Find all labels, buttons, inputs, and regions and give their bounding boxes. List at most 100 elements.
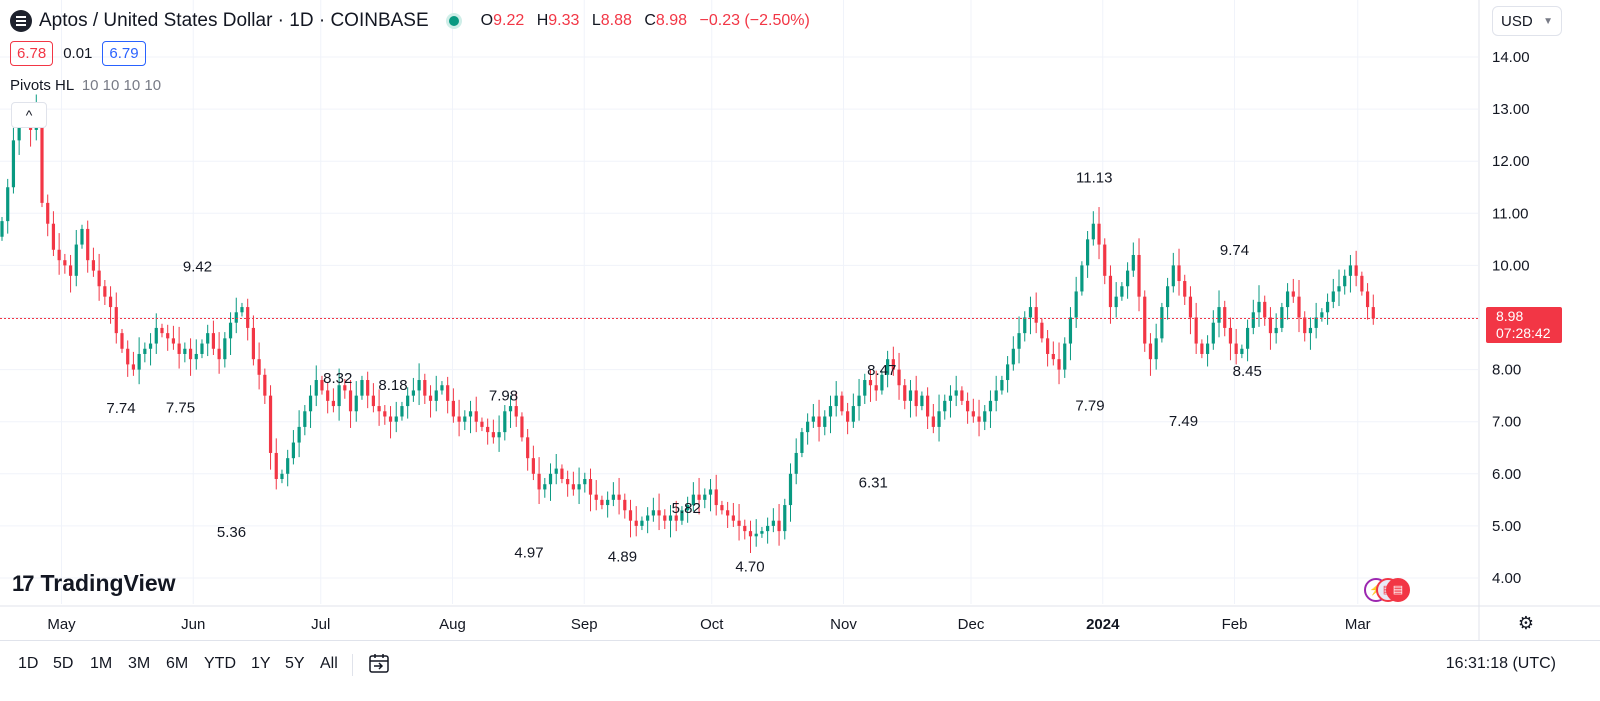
gear-icon[interactable]: ⚙: [1517, 613, 1535, 633]
candle-body: [406, 395, 410, 407]
candle-body: [274, 452, 278, 480]
collapse-legend-button[interactable]: ^: [11, 102, 47, 128]
chevron-down-icon: ▼: [1543, 16, 1553, 27]
time-tick-label: Feb: [1222, 616, 1248, 633]
timeframe-ytd[interactable]: YTD: [204, 655, 236, 672]
candle-body: [348, 390, 353, 412]
us-flag-event-icon[interactable]: ▤: [1386, 578, 1410, 602]
candle-body: [217, 348, 221, 360]
candle-body: [668, 515, 673, 521]
timeframe-1d[interactable]: 1D: [18, 655, 39, 672]
candle-body: [286, 458, 290, 474]
pivot-label: 8.45: [1233, 363, 1262, 380]
timeframe-6m[interactable]: 6M: [166, 655, 189, 672]
candle-body: [268, 395, 273, 453]
pivot-label: 4.70: [735, 559, 764, 576]
candle-body: [880, 374, 884, 391]
candle-body: [400, 406, 404, 417]
toolbar-divider: [352, 654, 353, 676]
candle-body: [954, 390, 958, 396]
timeframe-3m[interactable]: 3M: [128, 655, 151, 672]
candle-body: [571, 484, 575, 490]
candle-body: [366, 380, 370, 396]
pivot-label: 7.79: [1075, 398, 1104, 415]
candle-body: [1034, 307, 1038, 323]
indicator-legend[interactable]: Pivots HL 10 10 10 10: [10, 77, 161, 94]
candle-body: [531, 458, 535, 474]
candle-body: [1171, 265, 1175, 287]
price-tick-label: 8.00: [1492, 362, 1521, 379]
candle-body: [714, 489, 718, 506]
timeframe-all[interactable]: All: [320, 655, 338, 672]
price-chart[interactable]: .629.427.747.758.328.187.985.364.974.895…: [0, 0, 1600, 640]
candle-body: [708, 489, 713, 495]
time-tick-label: Jul: [311, 616, 330, 633]
candle-body: [86, 228, 90, 261]
currency-select[interactable]: USD ▼: [1492, 6, 1562, 36]
candle-body: [320, 380, 324, 391]
timeframe-5y[interactable]: 5Y: [285, 655, 305, 672]
candle-body: [1348, 265, 1353, 276]
candle-body: [1240, 348, 1244, 354]
events-markers[interactable]: ⚡ ▤ ▤: [1364, 578, 1416, 606]
utc-clock[interactable]: 16:31:18 (UTC): [1445, 655, 1556, 672]
tradingview-logo[interactable]: 17 TradingView: [12, 570, 176, 596]
time-tick-label: Aug: [439, 616, 466, 633]
candle-body: [686, 505, 690, 511]
candle-body: [1177, 265, 1181, 282]
candle-body: [1274, 327, 1278, 334]
candle-body: [1114, 296, 1118, 308]
candle-body: [40, 109, 44, 203]
candle-body: [966, 400, 970, 412]
candle-body: [783, 505, 787, 532]
symbol-title[interactable]: Aptos / United States Dollar · 1D · COIN…: [39, 10, 429, 31]
candle-body: [474, 411, 478, 422]
calendar-goto-icon[interactable]: [368, 652, 390, 674]
candle-body: [263, 374, 267, 396]
candle-body: [183, 348, 187, 354]
candle-body: [514, 406, 518, 417]
pivot-label: 5.82: [672, 500, 701, 517]
market-status-icon[interactable]: [448, 16, 459, 26]
candle-body: [703, 494, 707, 500]
candle-body: [1108, 275, 1113, 308]
candle-body: [1080, 265, 1084, 292]
candle-body: [440, 385, 444, 391]
time-tick-label: Sep: [571, 616, 598, 633]
candle-body: [280, 473, 284, 480]
symbol-header: Aptos / United States Dollar · 1D · COIN…: [10, 8, 810, 34]
candle-body: [983, 411, 987, 422]
candle-body: [388, 416, 393, 422]
candle-body: [566, 479, 570, 485]
spread-value: 0.01: [63, 45, 93, 62]
candle-body: [1165, 286, 1170, 308]
candle-body: [1074, 291, 1078, 318]
bid-ask: 6.78 0.01 6.79: [10, 41, 146, 66]
candle-body: [503, 411, 507, 433]
candle-body: [948, 395, 953, 401]
candle-body: [46, 202, 50, 224]
candle-body: [68, 265, 73, 276]
timeframe-1m[interactable]: 1M: [90, 655, 113, 672]
candle-body: [548, 473, 553, 485]
candle-body: [606, 499, 610, 506]
candle-body: [1137, 254, 1141, 297]
candle-body: [1160, 307, 1164, 339]
candle-body: [6, 187, 10, 222]
candle-body: [640, 520, 644, 526]
timeframe-1y[interactable]: 1Y: [251, 655, 271, 672]
buy-button[interactable]: 6.79: [102, 41, 146, 66]
candle-body: [17, 119, 21, 141]
candle-body: [920, 395, 924, 407]
indicator-values: 10 10 10 10: [81, 77, 162, 94]
candle-body: [108, 296, 113, 308]
candle-body: [1268, 317, 1273, 334]
candle-body: [491, 432, 495, 438]
candle-body: [834, 395, 838, 407]
timeframe-5d[interactable]: 5D: [53, 655, 74, 672]
time-tick-label: Dec: [958, 616, 985, 633]
sell-button[interactable]: 6.78: [10, 41, 54, 66]
candle-body: [657, 510, 661, 516]
candle-body: [617, 494, 621, 500]
pivot-labels: .629.427.747.758.328.187.985.364.974.895…: [106, 170, 1262, 576]
